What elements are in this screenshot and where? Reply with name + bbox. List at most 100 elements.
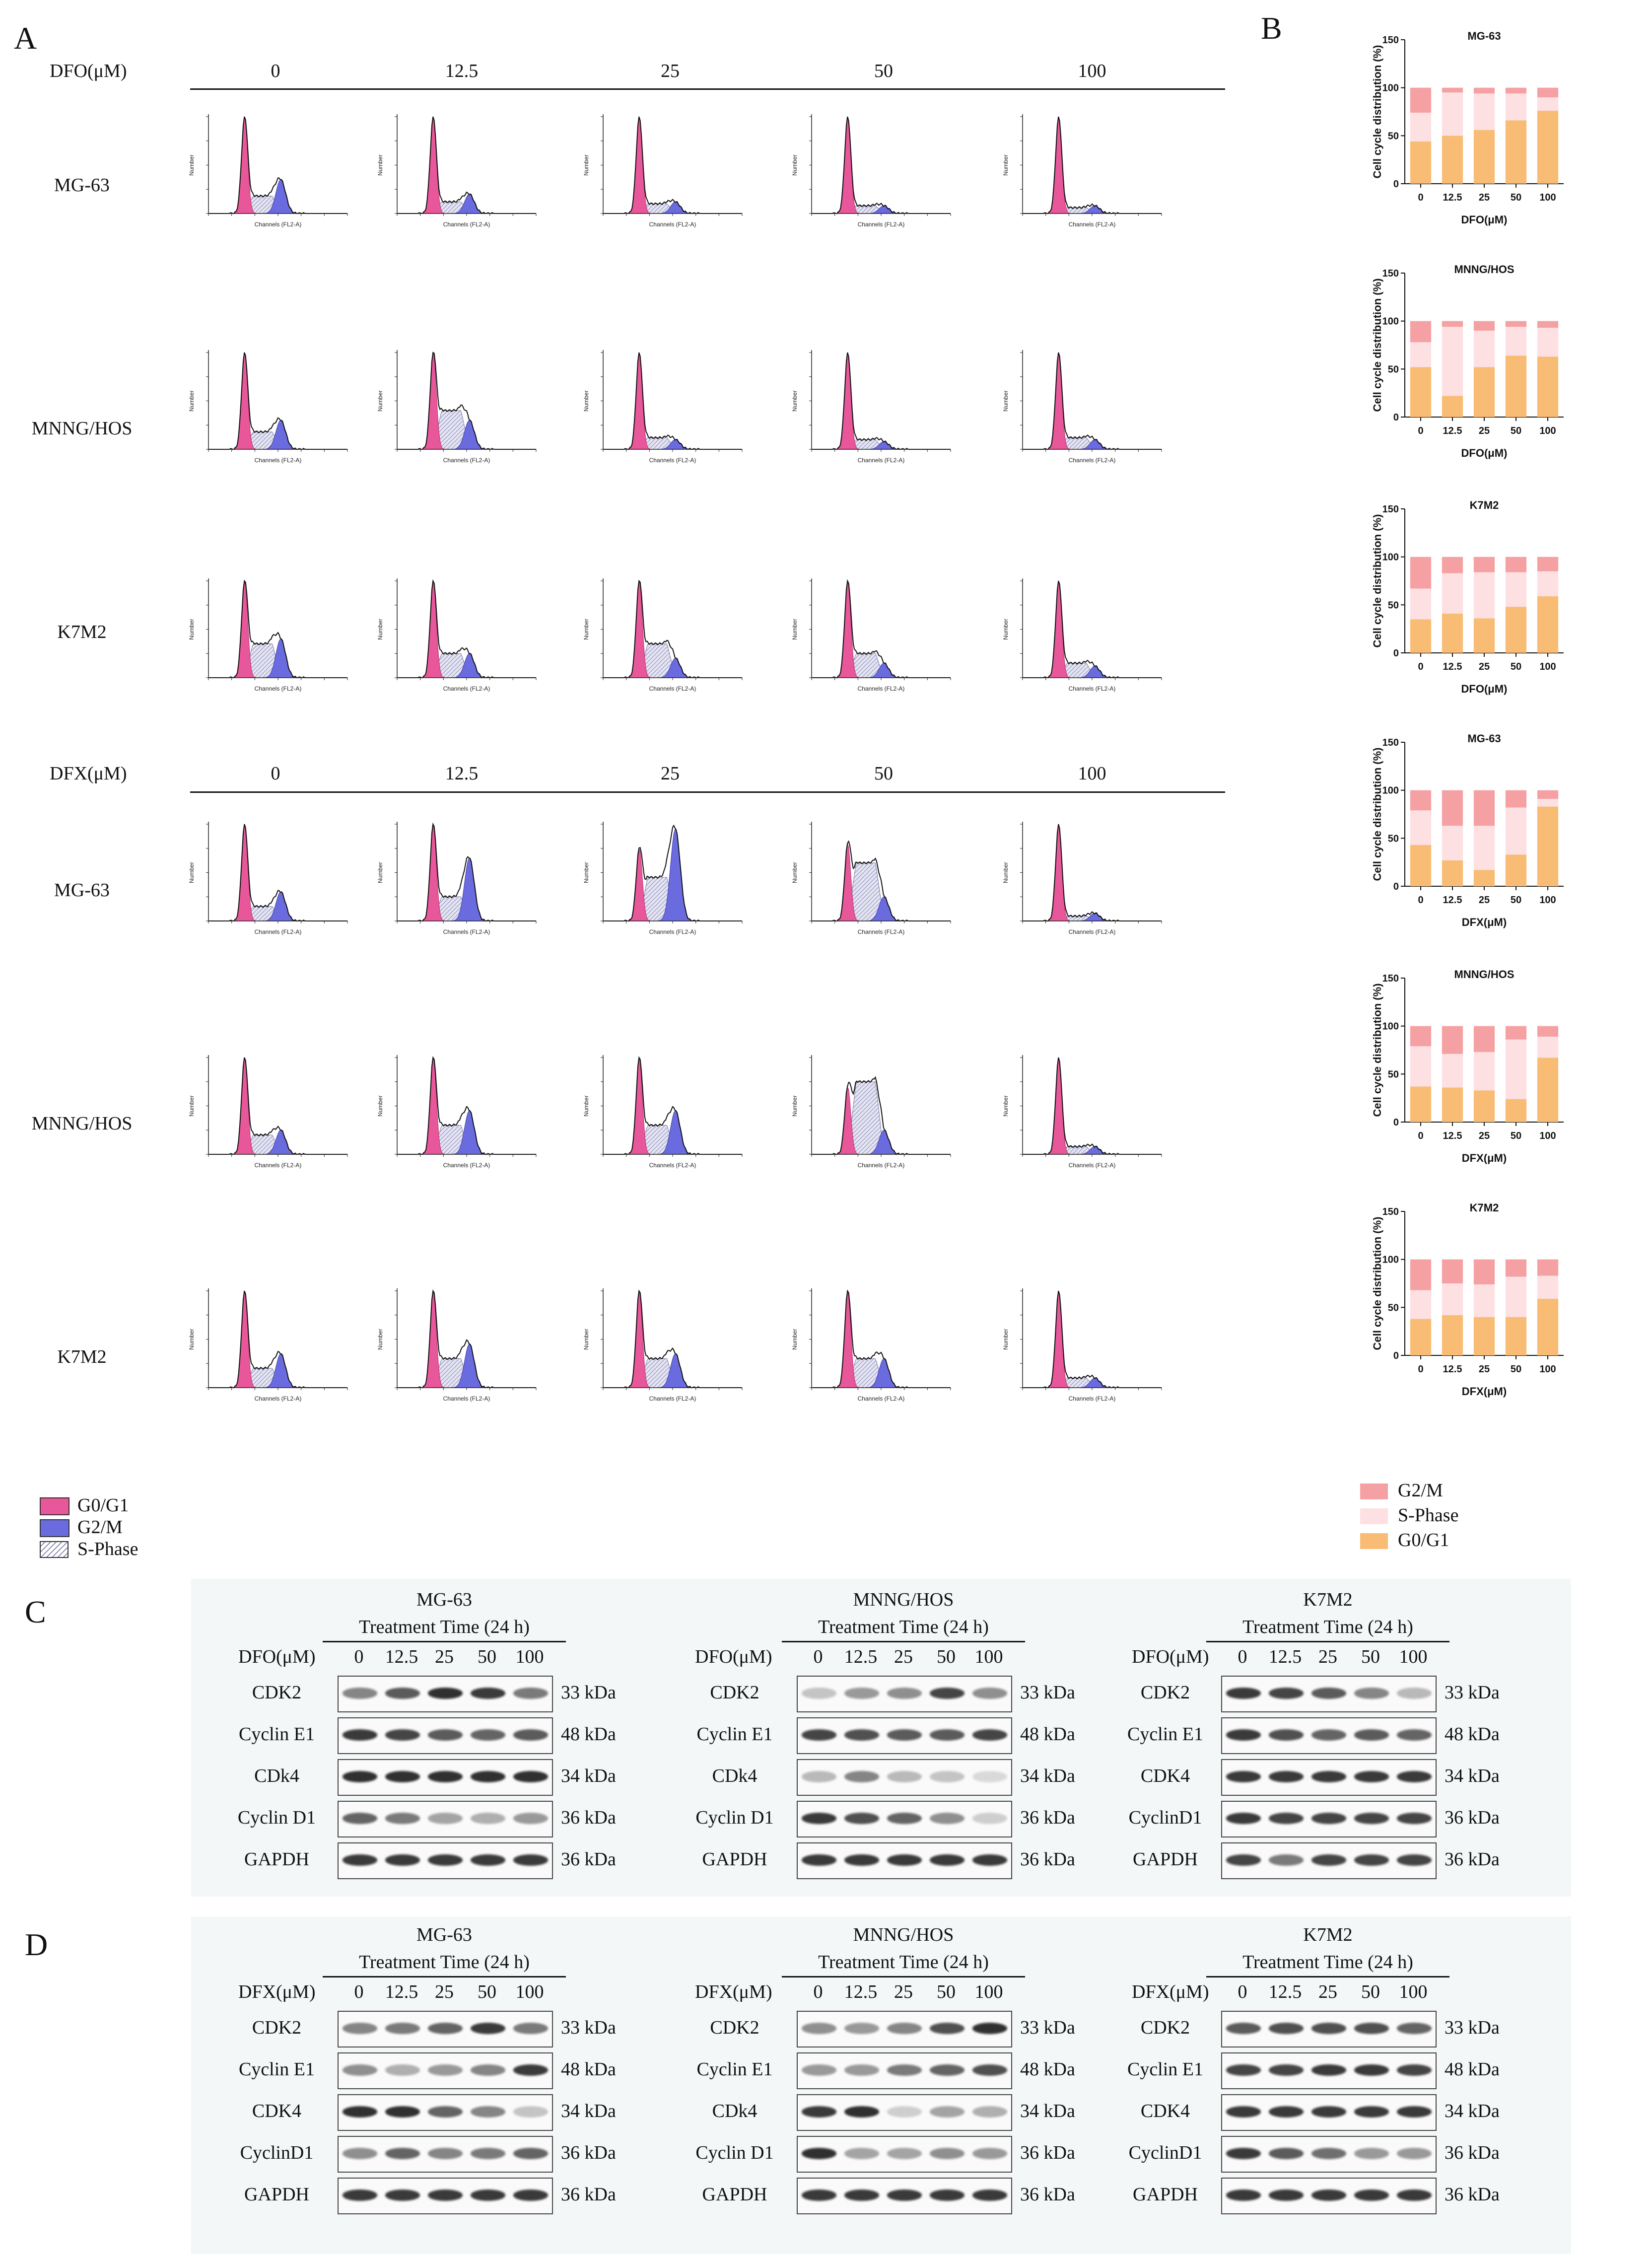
- dfo-r0-c4-histogram: Channels (FL2-A) Number: [1002, 114, 1162, 228]
- bar-g0-g1: [1505, 854, 1527, 886]
- y-tick-label: 100: [1382, 83, 1399, 94]
- band: [887, 2064, 922, 2076]
- g0g1-peak: [812, 353, 951, 450]
- g2m-peak: [1023, 1146, 1162, 1155]
- x-axis-label: Channels (FL2-A): [443, 1395, 490, 1402]
- g2m-peak: [1023, 666, 1162, 678]
- band: [343, 2106, 377, 2118]
- band: [802, 1729, 836, 1741]
- bar-g0-g1: [1473, 130, 1495, 184]
- bar-s-phase: [1537, 1275, 1559, 1299]
- c-kda-2-2: 34 kDa: [1445, 1765, 1500, 1786]
- g2m-peak: [208, 179, 347, 214]
- dfo-r1-c3-histogram: Channels (FL2-A) Number: [791, 350, 951, 464]
- c-blot-2-2: [1221, 1759, 1437, 1796]
- bar-s-phase: [1410, 1290, 1432, 1319]
- c-protein-2-4: GAPDH: [1133, 1849, 1198, 1870]
- bar-g2-m: [1442, 321, 1463, 327]
- band: [1226, 1729, 1261, 1741]
- c-blot-2-0: [1221, 1676, 1437, 1712]
- y-axis-label: Number: [1002, 619, 1009, 640]
- bar-g2-m: [1442, 557, 1463, 573]
- dfx-row-label-1: MNNG/HOS: [31, 1113, 133, 1134]
- d-protein-1-3: Cyclin D1: [695, 2142, 774, 2163]
- d-dose-2-0: 0: [1238, 1981, 1247, 2002]
- dfx-r0-c1-histogram: Channels (FL2-A) Number: [377, 822, 537, 935]
- bar-g0-g1: [1473, 1317, 1495, 1355]
- x-tick-label: 25: [1479, 192, 1490, 203]
- bar-s-phase: [1442, 573, 1463, 614]
- c-dose-1-0: 0: [813, 1646, 823, 1667]
- dfo-r0-c1-histogram: Channels (FL2-A) Number: [377, 114, 537, 228]
- band: [972, 1729, 1007, 1741]
- chart-y-label: Cell cycle distribution (%): [1371, 279, 1383, 412]
- c-protein-2-3: CyclinD1: [1128, 1807, 1202, 1828]
- d-protein-1-2: CDk4: [712, 2101, 757, 2121]
- chart-x-label: DFX(μM): [1462, 1152, 1507, 1164]
- band: [844, 1813, 879, 1824]
- band: [385, 1729, 420, 1741]
- c-kda-0-3: 36 kDa: [561, 1807, 616, 1828]
- g2m-peak: [208, 420, 347, 450]
- y-axis-label: Number: [583, 619, 590, 640]
- y-axis-label: Number: [1002, 154, 1009, 176]
- legend-label-s-phase: S-Phase: [77, 1539, 138, 1559]
- band: [1397, 2023, 1432, 2034]
- band: [1354, 1813, 1389, 1824]
- g2m-peak: [1023, 913, 1162, 921]
- dfx-r2-c1-histogram: Channels (FL2-A) Number: [377, 1288, 537, 1402]
- band: [343, 1771, 377, 1782]
- x-axis-label: Channels (FL2-A): [649, 457, 696, 464]
- band: [343, 2189, 377, 2201]
- x-axis-label: Channels (FL2-A): [649, 221, 696, 228]
- band: [428, 2064, 463, 2076]
- band: [887, 2189, 922, 2201]
- x-axis-label: Channels (FL2-A): [443, 928, 490, 935]
- dfo-row-label-0: MG-63: [54, 175, 110, 196]
- bar-g2-m: [1410, 1259, 1432, 1290]
- x-tick-label: 50: [1511, 1130, 1521, 1141]
- g0g1-peak: [1023, 581, 1162, 678]
- dfo-r2-c4-histogram: Channels (FL2-A) Number: [1002, 578, 1162, 692]
- bar-g0-g1: [1442, 136, 1463, 184]
- bar-g2-m: [1442, 1026, 1463, 1054]
- g2m-peak: [397, 194, 536, 214]
- g0g1-peak: [1023, 1291, 1162, 1388]
- band: [513, 2106, 548, 2118]
- bar-s-phase: [1537, 799, 1559, 807]
- band: [385, 2106, 420, 2118]
- dfo-header-line: [190, 88, 1225, 90]
- x-tick-label: 100: [1539, 1364, 1556, 1375]
- c-blot-0-3: [338, 1801, 553, 1837]
- d-protein-0-2: CDK4: [252, 2101, 302, 2121]
- dfx-r0-c2-histogram: Channels (FL2-A) Number: [583, 822, 743, 935]
- c-kda-0-1: 48 kDa: [561, 1724, 616, 1745]
- band: [385, 2023, 420, 2034]
- d-protein-2-3: CyclinD1: [1128, 2142, 1202, 2163]
- band: [1354, 2189, 1389, 2201]
- d-protein-1-0: CDK2: [710, 2017, 759, 2038]
- x-tick-label: 12.5: [1443, 192, 1462, 203]
- g2m-peak: [1023, 1378, 1162, 1388]
- bar-g0-g1: [1473, 618, 1495, 653]
- c-kda-1-2: 34 kDa: [1020, 1765, 1075, 1786]
- c-protein-0-4: GAPDH: [244, 1849, 309, 1870]
- y-axis-label: Number: [791, 390, 798, 412]
- dfx-conc-1: 12.5: [445, 763, 479, 784]
- bar-g0-g1: [1505, 120, 1527, 184]
- c-blot-1-3: [797, 1801, 1012, 1837]
- c-protein-1-4: GAPDH: [702, 1849, 767, 1870]
- band: [1397, 2148, 1432, 2159]
- c-cell-title-2: K7M2: [1303, 1589, 1353, 1610]
- bar-g0-g1: [1505, 355, 1527, 417]
- d-dose-1-4: 100: [974, 1981, 1003, 2002]
- c-dose-2-2: 25: [1318, 1646, 1337, 1667]
- band: [972, 1854, 1007, 1866]
- band: [1354, 2064, 1389, 2076]
- dfo-r0-c0-histogram: Channels (FL2-A) Number: [188, 114, 348, 228]
- histogram-envelope: [1023, 824, 1162, 922]
- bar-s-phase: [1473, 331, 1495, 367]
- d-cell-title-2: K7M2: [1303, 1924, 1353, 1945]
- histogram-envelope: [1023, 116, 1162, 214]
